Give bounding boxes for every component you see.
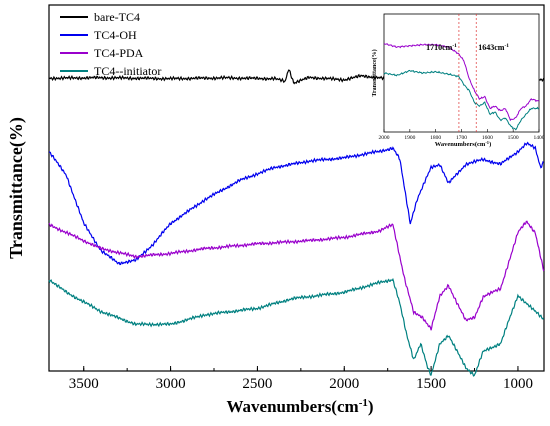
inset-series-line-0 bbox=[383, 43, 540, 122]
x-tick-label: 1500 bbox=[416, 376, 446, 392]
inset-frame bbox=[383, 13, 540, 133]
inset-x-axis: 2000 1900 1800 1700 1600 1500 1400 bbox=[379, 129, 545, 141]
inset-x-tick-label: 1500 bbox=[508, 135, 519, 141]
x-tick-label: 1000 bbox=[503, 376, 533, 392]
x-tick-label: 3500 bbox=[69, 376, 99, 392]
x-axis-label-sup: -1 bbox=[359, 397, 368, 409]
inset-series-line-1 bbox=[383, 69, 540, 131]
x-axis-label-end: ) bbox=[368, 397, 374, 416]
legend-label: TC4-OH bbox=[94, 28, 137, 42]
x-tick-label: 2000 bbox=[329, 376, 359, 392]
inset-annotation: 1643cm-1 bbox=[478, 43, 509, 52]
inset-curves bbox=[383, 43, 540, 131]
inset-chart: 2000 1900 1800 1700 1600 1500 1400 1710cm-1 164… bbox=[371, 13, 545, 149]
inset-y-axis-label: Transmittance(%) bbox=[371, 49, 378, 96]
inset-x-axis-label-end: ) bbox=[489, 141, 491, 148]
inset-annotation-text: 1710cm bbox=[426, 43, 453, 52]
x-axis-label: Wavenumbers(cm-1) bbox=[226, 397, 373, 416]
series-line-1 bbox=[49, 141, 545, 266]
inset-x-axis-label-main: Wavenumbers(cm bbox=[435, 141, 486, 148]
legend-label: bare-TC4 bbox=[94, 10, 140, 24]
inset-annotations: 1710cm-1 1643cm-1 bbox=[426, 14, 509, 132]
legend-label: TC4-PDA bbox=[94, 46, 144, 60]
inset-x-tick-label: 1600 bbox=[482, 135, 493, 141]
legend: bare-TC4 TC4-OH TC4-PDA TC4--initiator bbox=[60, 10, 161, 78]
inset-annotation: 1710cm-1 bbox=[426, 43, 457, 52]
inset-x-tick-label: 1900 bbox=[404, 135, 415, 141]
inset-x-tick-label: 2000 bbox=[379, 135, 390, 141]
inset-annotation-sup: -1 bbox=[452, 43, 457, 49]
legend-label: TC4--initiator bbox=[94, 64, 161, 78]
series-line-2 bbox=[48, 220, 545, 331]
x-tick-label: 2500 bbox=[242, 376, 272, 392]
inset-x-tick-label: 1700 bbox=[456, 135, 467, 141]
series-line-3 bbox=[48, 277, 545, 377]
plot-frame bbox=[48, 4, 545, 372]
x-axis-label-main: Wavenumbers(cm bbox=[226, 397, 358, 416]
x-axis: 3500 3000 2500 2000 1500 1000 bbox=[69, 366, 533, 392]
inset-x-tick-label: 1800 bbox=[430, 135, 441, 141]
inset-x-tick-label: 1400 bbox=[534, 135, 545, 141]
inset-x-axis-label: Wavenumbers(cm-1) bbox=[435, 140, 491, 149]
inset-x-axis-label-sup: -1 bbox=[485, 140, 489, 145]
inset-annotation-sup: -1 bbox=[504, 43, 509, 49]
inset-annotation-text: 1643cm bbox=[478, 43, 505, 52]
y-axis-label: Transmittance(%) bbox=[6, 117, 27, 259]
x-tick-label: 3000 bbox=[156, 376, 186, 392]
